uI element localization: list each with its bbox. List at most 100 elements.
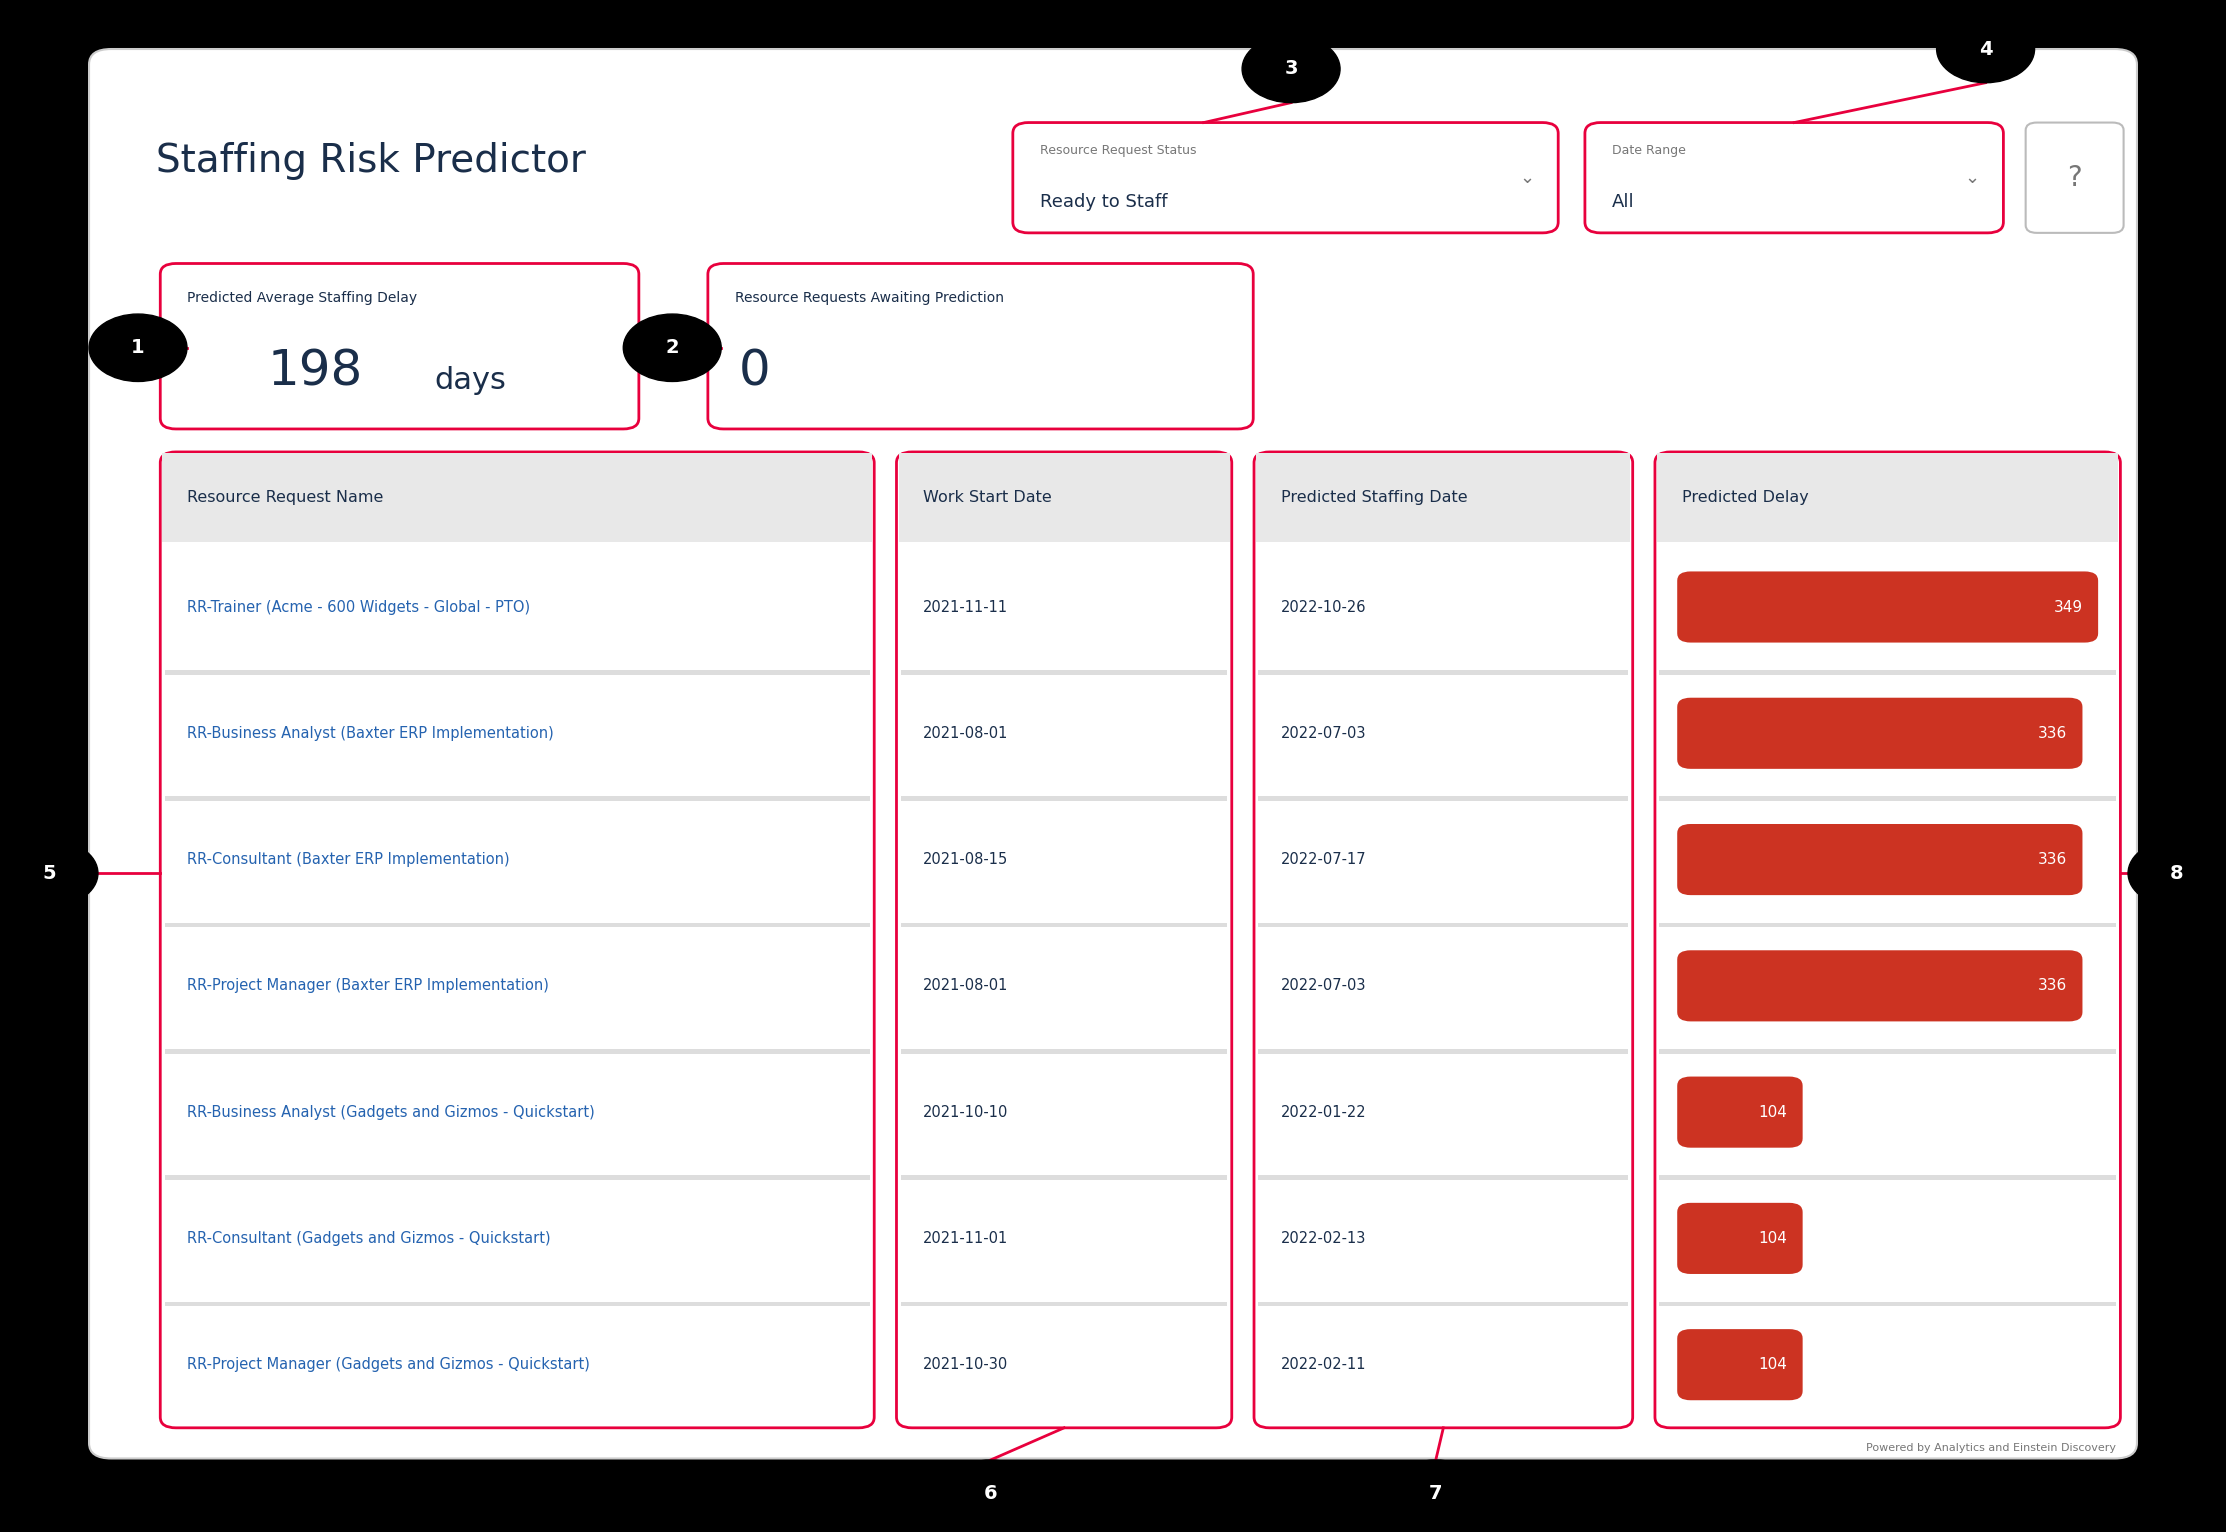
- FancyBboxPatch shape: [1676, 1330, 1803, 1400]
- Text: RR-Consultant (Gadgets and Gizmos - Quickstart): RR-Consultant (Gadgets and Gizmos - Quic…: [187, 1230, 550, 1246]
- FancyBboxPatch shape: [160, 264, 639, 429]
- FancyBboxPatch shape: [1676, 1077, 1803, 1147]
- Text: 2021-08-01: 2021-08-01: [924, 979, 1008, 993]
- Circle shape: [89, 314, 187, 381]
- Text: 1: 1: [131, 339, 145, 357]
- Text: 2021-10-10: 2021-10-10: [924, 1105, 1008, 1120]
- Text: Resource Request Name: Resource Request Name: [187, 490, 383, 506]
- Bar: [902, 1175, 1227, 1180]
- FancyBboxPatch shape: [1676, 950, 2084, 1022]
- FancyBboxPatch shape: [708, 264, 1253, 429]
- Circle shape: [0, 840, 98, 907]
- FancyBboxPatch shape: [1253, 452, 1632, 1428]
- Text: Resource Requests Awaiting Prediction: Resource Requests Awaiting Prediction: [735, 291, 1004, 305]
- Text: ⌄: ⌄: [1520, 169, 1534, 187]
- Bar: [1258, 1175, 1627, 1180]
- Circle shape: [2128, 840, 2226, 907]
- Text: ⌄: ⌄: [1966, 169, 1979, 187]
- FancyBboxPatch shape: [2026, 123, 2124, 233]
- Bar: [1258, 1302, 1627, 1307]
- Bar: [165, 797, 870, 801]
- Text: 104: 104: [1759, 1230, 1787, 1246]
- Text: RR-Project Manager (Baxter ERP Implementation): RR-Project Manager (Baxter ERP Implement…: [187, 979, 550, 993]
- Circle shape: [623, 314, 721, 381]
- Bar: [902, 922, 1227, 927]
- Text: 198: 198: [267, 348, 363, 395]
- Text: 349: 349: [2052, 599, 2084, 614]
- Text: Date Range: Date Range: [1612, 144, 1685, 156]
- FancyBboxPatch shape: [89, 49, 2137, 1458]
- Text: RR-Business Analyst (Baxter ERP Implementation): RR-Business Analyst (Baxter ERP Implemen…: [187, 726, 554, 741]
- Bar: [1255, 453, 1629, 542]
- Text: 2022-07-17: 2022-07-17: [1280, 852, 1367, 867]
- Bar: [1258, 1049, 1627, 1054]
- Text: 4: 4: [1979, 40, 1992, 58]
- Text: RR-Project Manager (Gadgets and Gizmos - Quickstart): RR-Project Manager (Gadgets and Gizmos -…: [187, 1357, 590, 1373]
- Text: 2022-02-11: 2022-02-11: [1280, 1357, 1367, 1373]
- FancyBboxPatch shape: [1654, 452, 2121, 1428]
- Text: 2022-07-03: 2022-07-03: [1280, 726, 1367, 741]
- Text: 2022-01-22: 2022-01-22: [1280, 1105, 1367, 1120]
- Bar: [162, 453, 873, 542]
- Text: Predicted Average Staffing Delay: Predicted Average Staffing Delay: [187, 291, 416, 305]
- FancyBboxPatch shape: [1676, 697, 2084, 769]
- FancyBboxPatch shape: [1585, 123, 2003, 233]
- FancyBboxPatch shape: [1676, 824, 2084, 895]
- Bar: [1658, 797, 2117, 801]
- Text: 2022-07-03: 2022-07-03: [1280, 979, 1367, 993]
- Bar: [902, 1302, 1227, 1307]
- Text: Ready to Staff: Ready to Staff: [1040, 193, 1166, 211]
- Text: 336: 336: [2037, 852, 2068, 867]
- Text: RR-Business Analyst (Gadgets and Gizmos - Quickstart): RR-Business Analyst (Gadgets and Gizmos …: [187, 1105, 594, 1120]
- Text: Staffing Risk Predictor: Staffing Risk Predictor: [156, 142, 585, 179]
- Text: 5: 5: [42, 864, 56, 882]
- Bar: [1658, 669, 2117, 674]
- Text: 104: 104: [1759, 1105, 1787, 1120]
- Text: ?: ?: [2068, 164, 2081, 192]
- Bar: [899, 453, 1229, 542]
- Text: 2021-08-01: 2021-08-01: [924, 726, 1008, 741]
- Bar: [1258, 922, 1627, 927]
- Circle shape: [1242, 35, 1340, 103]
- Bar: [902, 797, 1227, 801]
- Text: 2022-10-26: 2022-10-26: [1280, 599, 1367, 614]
- Text: Predicted Staffing Date: Predicted Staffing Date: [1280, 490, 1467, 506]
- Bar: [165, 1049, 870, 1054]
- Bar: [1658, 1049, 2117, 1054]
- Text: 2: 2: [666, 339, 679, 357]
- FancyBboxPatch shape: [1013, 123, 1558, 233]
- Text: 6: 6: [984, 1485, 997, 1503]
- Bar: [1658, 1175, 2117, 1180]
- Bar: [1658, 922, 2117, 927]
- Bar: [902, 669, 1227, 674]
- Text: 2021-08-15: 2021-08-15: [924, 852, 1008, 867]
- Bar: [165, 1302, 870, 1307]
- Text: 2022-02-13: 2022-02-13: [1280, 1230, 1367, 1246]
- FancyBboxPatch shape: [897, 452, 1231, 1428]
- Bar: [165, 669, 870, 674]
- FancyBboxPatch shape: [1676, 571, 2099, 642]
- Text: 104: 104: [1759, 1357, 1787, 1373]
- FancyBboxPatch shape: [1676, 1203, 1803, 1275]
- FancyBboxPatch shape: [160, 452, 875, 1428]
- Text: Predicted Delay: Predicted Delay: [1681, 490, 1808, 506]
- Text: 2021-11-01: 2021-11-01: [924, 1230, 1008, 1246]
- Text: 2021-10-30: 2021-10-30: [924, 1357, 1008, 1373]
- Bar: [1258, 669, 1627, 674]
- Text: 0: 0: [739, 348, 770, 395]
- Text: 2021-11-11: 2021-11-11: [924, 599, 1008, 614]
- Bar: [165, 1175, 870, 1180]
- Bar: [165, 922, 870, 927]
- Text: 3: 3: [1284, 60, 1298, 78]
- Text: RR-Trainer (Acme - 600 Widgets - Global - PTO): RR-Trainer (Acme - 600 Widgets - Global …: [187, 599, 530, 614]
- Text: 336: 336: [2037, 979, 2068, 993]
- Text: 336: 336: [2037, 726, 2068, 741]
- Circle shape: [1387, 1460, 1485, 1527]
- Text: Resource Request Status: Resource Request Status: [1040, 144, 1195, 156]
- Text: RR-Consultant (Baxter ERP Implementation): RR-Consultant (Baxter ERP Implementation…: [187, 852, 510, 867]
- Circle shape: [1937, 15, 2035, 83]
- Bar: [1658, 1302, 2117, 1307]
- Bar: [1656, 453, 2119, 542]
- Text: All: All: [1612, 193, 1634, 211]
- Bar: [1258, 797, 1627, 801]
